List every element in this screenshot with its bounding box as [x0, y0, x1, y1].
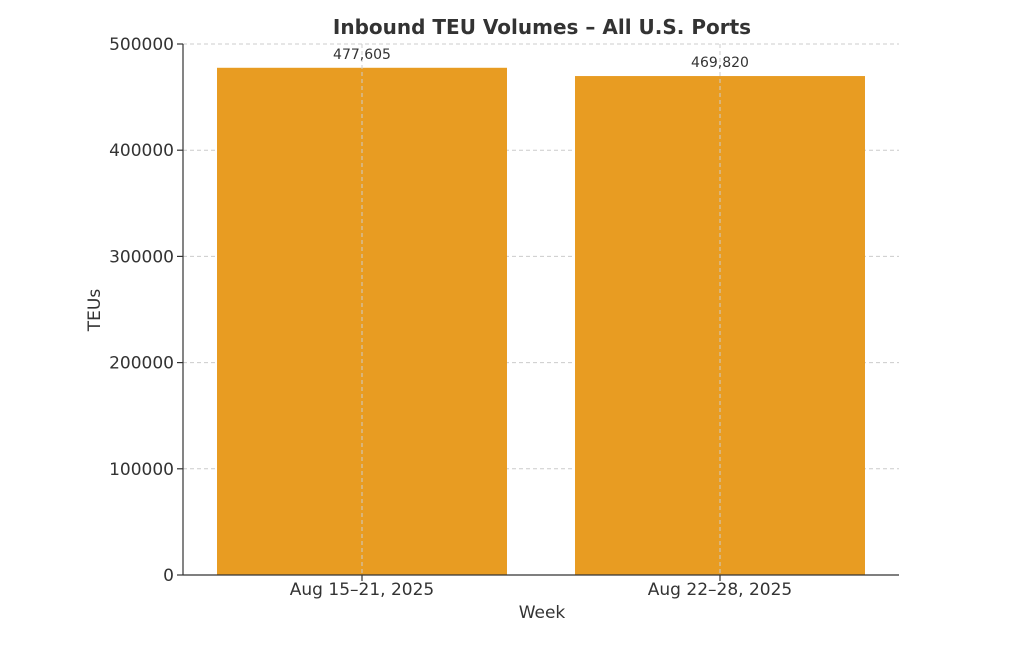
- axes-layer: [177, 43, 899, 581]
- y-tick-label: 200000: [109, 354, 174, 374]
- bar-value-label: 469,820: [691, 55, 749, 71]
- y-tick-label: 500000: [109, 35, 174, 55]
- y-axis-label: TEUs: [85, 289, 105, 333]
- y-tick-label: 0: [163, 566, 174, 586]
- y-tick-label: 300000: [109, 247, 174, 267]
- labels-layer: 0 100000 200000 300000 400000 500000 477,605 Au…: [109, 35, 792, 600]
- y-tick-label: 100000: [109, 460, 174, 480]
- x-tick-label: Aug 15–21, 2025: [290, 580, 434, 600]
- x-tick-label: Aug 22–28, 2025: [648, 580, 792, 600]
- bar-value-label: 477,605: [333, 47, 391, 63]
- bars-layer: [217, 44, 865, 576]
- chart-title: Inbound TEU Volumes – All U.S. Ports: [333, 15, 751, 39]
- x-axis-label: Week: [519, 603, 566, 623]
- y-tick-label: 400000: [109, 141, 174, 161]
